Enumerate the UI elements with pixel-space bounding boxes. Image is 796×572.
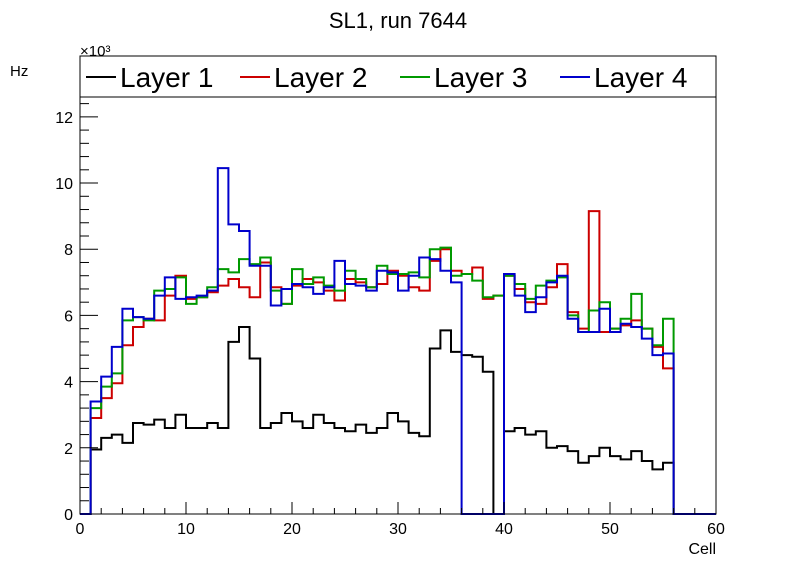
y-tick-label: 10 [55,176,73,193]
series-group [80,167,716,515]
y-tick-label: 2 [64,441,73,458]
y-tick-label: 8 [64,242,73,259]
y-axis-label: Hz [10,63,28,80]
axes-group: 0 10 20 30 40 50 60 0 2 4 6 8 10 12 [55,103,725,538]
y-tick-label: 0 [64,507,73,524]
x-tick-label: 60 [707,521,725,538]
legend-label-layer-4: Layer 4 [594,62,687,93]
chart-title: SL1, run 7644 [329,8,467,33]
legend-box [79,55,717,98]
legend: Layer 1 Layer 2 Layer 3 Layer 4 [79,55,717,98]
series-line-layer-1 [80,326,716,515]
x-tick-label: 50 [601,521,619,538]
x-axis-label: Cell [688,541,716,558]
legend-label-layer-2: Layer 2 [274,62,367,93]
y-tick-label: 4 [64,375,73,392]
legend-label-layer-1: Layer 1 [120,62,213,93]
x-tick-label: 40 [495,521,513,538]
legend-label-layer-3: Layer 3 [434,62,527,93]
x-tick-label: 10 [177,521,195,538]
x-tick-label: 30 [389,521,407,538]
x-tick-label: 0 [76,521,85,538]
x-tick-label: 20 [283,521,301,538]
y-tick-label: 6 [64,308,73,325]
y-tick-label: 12 [55,110,73,127]
series-line-layer-4 [80,167,716,515]
